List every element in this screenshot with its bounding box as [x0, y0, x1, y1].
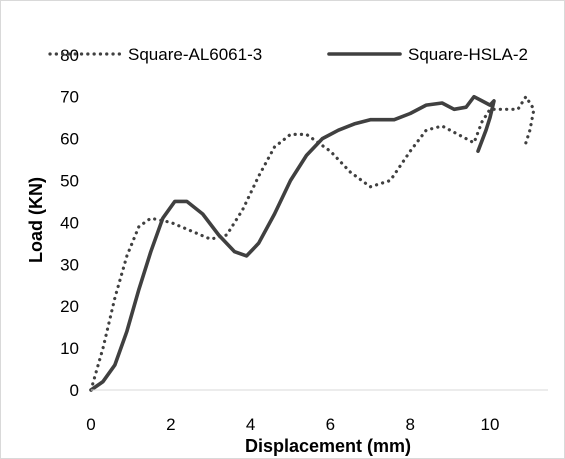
y-tick-label: 30	[60, 255, 79, 274]
x-tick-label: 0	[86, 415, 95, 434]
series-line-1	[89, 95, 536, 392]
y-tick-label: 0	[70, 381, 79, 400]
axis-layer: 010203040506070800246810	[60, 46, 548, 434]
x-tick-label: 4	[246, 415, 255, 434]
y-tick-label: 50	[60, 172, 79, 191]
legend: Square-AL6061-3 Square-HSLA-2	[48, 45, 528, 64]
x-tick-label: 2	[166, 415, 175, 434]
y-tick-label: 70	[60, 88, 79, 107]
y-axis-title: Load (KN)	[26, 177, 46, 263]
series-layer	[89, 94, 536, 392]
y-tick-label: 20	[60, 297, 79, 316]
series-line-2	[89, 94, 496, 392]
legend-label-2: Square-HSLA-2	[408, 45, 528, 64]
y-tick-label: 40	[60, 213, 79, 232]
x-axis-title: Displacement (mm)	[245, 436, 411, 456]
y-tick-label: 60	[60, 130, 79, 149]
y-tick-label: 10	[60, 339, 79, 358]
x-tick-label: 10	[481, 415, 500, 434]
x-tick-label: 8	[405, 415, 414, 434]
x-tick-label: 6	[326, 415, 335, 434]
legend-label-1: Square-AL6061-3	[128, 45, 262, 64]
